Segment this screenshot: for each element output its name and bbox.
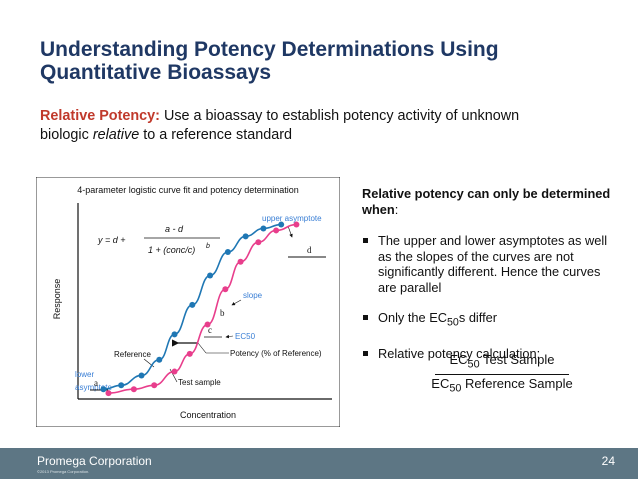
page-number: 24 bbox=[601, 454, 615, 468]
reference-point bbox=[278, 221, 285, 228]
bullet-square-icon bbox=[363, 238, 368, 243]
bullet-2: Only the EC50s differ bbox=[362, 310, 612, 331]
reference-point bbox=[207, 272, 214, 279]
test-sample-label: Test sample bbox=[178, 378, 221, 387]
footer-copyright: ©2013 Promega Corporation. bbox=[37, 469, 90, 474]
reference-point bbox=[189, 301, 196, 308]
num-ec: EC bbox=[449, 352, 468, 367]
formula-denominator: EC50 Reference Sample bbox=[414, 376, 590, 397]
ec50-arrow bbox=[225, 334, 234, 339]
bullet-2-text-b: s differ bbox=[458, 310, 498, 325]
right-heading-colon: : bbox=[394, 201, 399, 217]
ec50-label: EC50 bbox=[235, 332, 256, 341]
upper-asymptote-label: upper asymptote bbox=[262, 214, 322, 223]
footer-bar: Promega Corporation ©2013 Promega Corpor… bbox=[0, 448, 638, 479]
reference-point bbox=[242, 233, 249, 240]
bullet-square-icon bbox=[363, 351, 368, 357]
num-text: Test Sample bbox=[479, 352, 555, 367]
subtitle-emphasis: relative bbox=[92, 127, 140, 143]
den-ec: EC bbox=[431, 375, 450, 391]
subtitle: Relative Potency: Use a bioassay to esta… bbox=[40, 107, 600, 145]
slope-arrow bbox=[231, 299, 242, 306]
subtitle-text: Use a bioassay to establish potency acti… bbox=[159, 108, 520, 124]
slope-label: slope bbox=[243, 291, 263, 300]
equation-lhs: y = d + bbox=[97, 235, 126, 245]
right-panel: Relative potency can only be determined … bbox=[362, 186, 612, 377]
d-label: d bbox=[307, 245, 312, 255]
reference-point bbox=[224, 249, 231, 255]
bullet-1-text: The upper and lower asymptotes as well a… bbox=[378, 233, 608, 295]
potency-formula: EC50 Test Sample EC50 Reference Sample bbox=[414, 352, 590, 396]
test-sample-point bbox=[151, 382, 158, 389]
test-sample-point bbox=[273, 227, 280, 234]
bullet-2-text-a: Only the EC bbox=[378, 310, 447, 325]
chart-title: 4-parameter logistic curve fit and poten… bbox=[77, 185, 299, 195]
equation-exponent: b bbox=[206, 243, 210, 250]
potency-label: Potency (% of Reference) bbox=[230, 349, 322, 358]
reference-point bbox=[118, 382, 125, 389]
bullet-square-icon bbox=[363, 315, 368, 320]
formula-numerator: EC50 Test Sample bbox=[414, 352, 590, 375]
den-sub: 50 bbox=[449, 382, 462, 395]
test-sample-point bbox=[130, 386, 137, 393]
reference-label: Reference bbox=[114, 350, 151, 359]
test-sample-point bbox=[222, 286, 229, 293]
b-label: b bbox=[220, 308, 225, 318]
test-sample-point bbox=[186, 350, 193, 357]
reference-point bbox=[171, 331, 178, 338]
c-label: c bbox=[208, 325, 212, 335]
den-text: Reference Sample bbox=[461, 375, 573, 391]
test-sample-point bbox=[293, 221, 300, 228]
bullet-3: Relative potency calculation: bbox=[362, 346, 612, 362]
bullet-1: The upper and lower asymptotes as well a… bbox=[362, 233, 612, 295]
reference-point bbox=[100, 386, 107, 393]
test-sample-point bbox=[171, 368, 178, 375]
lower-asymptote-label-1: lower bbox=[75, 370, 94, 379]
reference-point bbox=[138, 372, 145, 379]
subtitle-text-2b: to a reference standard bbox=[139, 127, 292, 143]
test-sample-point bbox=[255, 239, 262, 246]
lower-asymptote-label-2: asymptote bbox=[75, 383, 112, 392]
equation-numerator: a - d bbox=[165, 224, 184, 234]
subtitle-lead: Relative Potency: bbox=[40, 108, 160, 124]
title-line-1: Understanding Potency Determinations Usi… bbox=[40, 38, 499, 61]
potency-pointer bbox=[197, 342, 207, 354]
title-line-2: Quantitative Bioassays bbox=[40, 61, 272, 84]
x-axis-label: Concentration bbox=[180, 410, 236, 420]
chart-frame bbox=[36, 177, 340, 427]
reference-point bbox=[260, 225, 267, 232]
footer-company: Promega Corporation bbox=[37, 454, 152, 468]
test-sample-point bbox=[105, 390, 112, 397]
bullet-3-text: Relative potency calculation: bbox=[378, 346, 541, 362]
equation-denominator: 1 + (conc/c) bbox=[148, 245, 195, 255]
right-heading-text: Relative potency can only be determined … bbox=[362, 186, 611, 217]
reference-point bbox=[156, 356, 163, 363]
potency-chart: 4-parameter logistic curve fit and poten… bbox=[36, 177, 340, 427]
upper-asymptote-arrow bbox=[287, 225, 293, 238]
bullet-2-subscript: 50 bbox=[447, 316, 459, 329]
subtitle-text-2a: biologic bbox=[40, 127, 93, 143]
test-sample-pointer bbox=[169, 368, 178, 383]
a-label: a bbox=[94, 378, 98, 388]
y-axis-label: Response bbox=[52, 279, 62, 320]
test-sample-point bbox=[204, 321, 211, 328]
test-sample-point bbox=[237, 258, 244, 265]
num-sub: 50 bbox=[467, 358, 480, 371]
data-points bbox=[100, 221, 300, 397]
slide-title: Understanding Potency Determinations Usi… bbox=[40, 38, 600, 84]
right-heading: Relative potency can only be determined … bbox=[362, 186, 612, 217]
